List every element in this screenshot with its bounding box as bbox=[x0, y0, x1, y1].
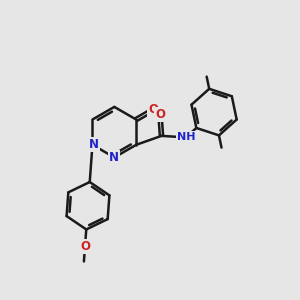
Text: O: O bbox=[155, 108, 165, 121]
Text: N: N bbox=[89, 138, 99, 151]
Text: NH: NH bbox=[177, 132, 195, 142]
Text: N: N bbox=[109, 151, 119, 164]
Text: O: O bbox=[80, 240, 90, 253]
Text: O: O bbox=[148, 103, 158, 116]
